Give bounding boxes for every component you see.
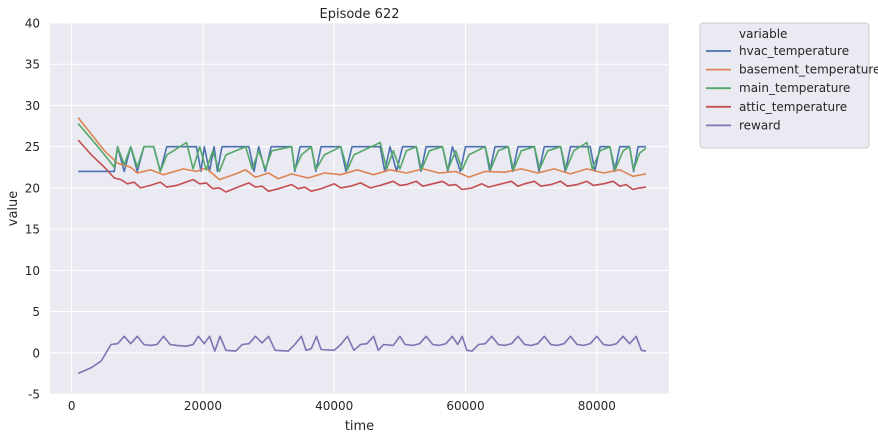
legend-label-main-temperature: main_temperature [739,81,850,95]
axis-ticks: -5 0 5 10 15 20 25 30 35 40 0 20000 40000 60000 80000 [25,17,616,414]
legend-label-hvac-temperature: hvac_temperature [739,44,849,58]
legend-label-attic-temperature: attic_temperature [739,100,847,114]
y-axis-label: value [6,191,21,227]
y-tick-label: 30 [25,99,40,113]
y-tick-label: 15 [25,223,40,237]
x-tick-label: 20000 [184,399,222,413]
y-tick-label: 35 [25,58,40,72]
y-tick-label: -5 [28,388,40,402]
reward-line [77,335,647,375]
y-tick-label: 0 [32,346,40,360]
x-tick-label: 60000 [446,399,484,413]
y-tick-label: 5 [32,305,40,319]
x-tick-label: 80000 [578,399,616,413]
legend-label-reward: reward [739,118,781,132]
x-tick-label: 40000 [315,399,353,413]
grid-lines [50,22,669,395]
legend-title: variable [739,27,787,41]
main-temperature-line [77,123,647,173]
plot-background [50,23,669,394]
x-tick-label: 0 [68,399,76,413]
y-tick-label: 40 [25,17,40,31]
y-tick-label: 20 [25,181,40,195]
legend-label-basement-temperature: basement_temperature [739,63,878,77]
attic-temperature-line [77,139,647,193]
basement-temperature-line [77,117,647,181]
chart-title: Episode 622 [320,7,400,22]
series-lines [77,117,647,375]
y-tick-label: 10 [25,264,40,278]
legend: variable hvac_temperature basement_temper… [699,22,878,149]
y-tick-label: 25 [25,140,40,154]
x-axis-label: time [345,419,374,434]
legend-items: hvac_temperature basement_temperaturemain… [706,44,878,132]
legend-box [699,22,870,149]
